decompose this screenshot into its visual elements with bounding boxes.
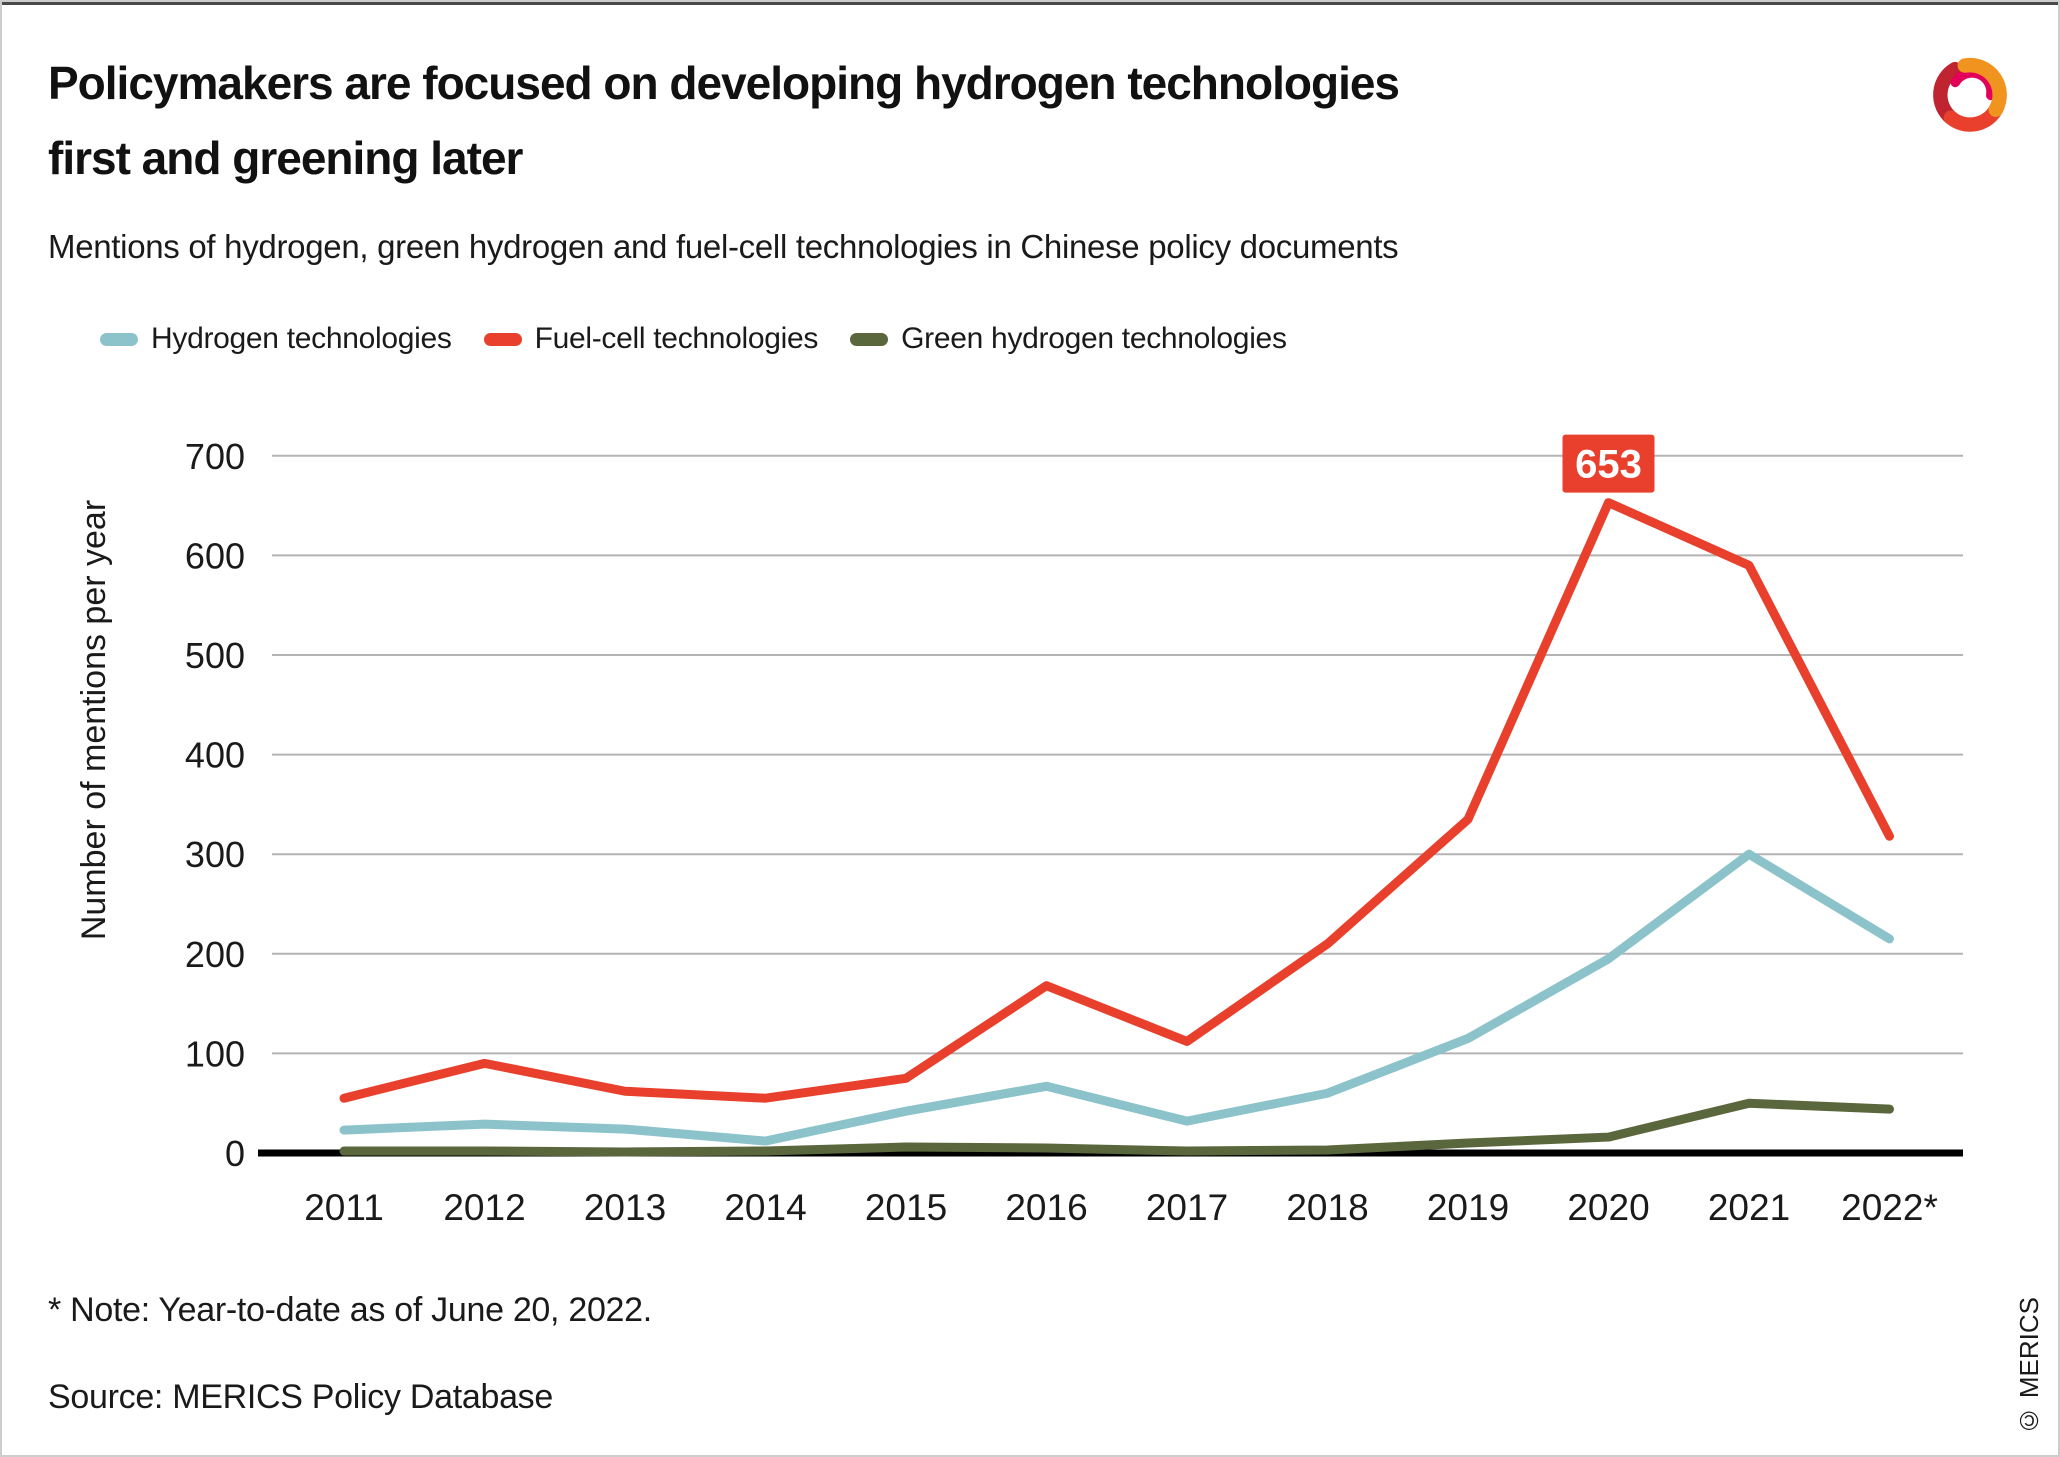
legend-swatch-green-hydrogen: [850, 332, 889, 346]
chart-legend: Hydrogen technologies Fuel-cell technolo…: [100, 322, 1287, 356]
logo-magenta-arc: [1950, 68, 1996, 101]
x-tick-label: 2017: [1146, 1187, 1228, 1228]
chart-subtitle: Mentions of hydrogen, green hydrogen and…: [48, 228, 1399, 265]
x-tick-label: 2021: [1708, 1187, 1790, 1228]
title-line-2: first and greening later: [48, 132, 523, 184]
x-tick-label: 2018: [1286, 1187, 1368, 1228]
legend-item-fuel-cell: Fuel-cell technologies: [483, 322, 819, 356]
y-tick-label: 100: [185, 1033, 245, 1074]
x-tick-label: 2019: [1427, 1187, 1509, 1228]
x-tick-label: 2013: [584, 1187, 666, 1228]
y-tick-label: 400: [185, 735, 245, 776]
y-axis-title: Number of mentions per year: [75, 500, 113, 940]
x-tick-label: 2014: [724, 1187, 806, 1228]
merics-logo: [1933, 57, 2007, 132]
legend-label-hydrogen: Hydrogen technologies: [151, 322, 452, 355]
logo-orange-arc: [1957, 57, 2007, 117]
legend-item-hydrogen: Hydrogen technologies: [100, 322, 452, 356]
top-strip: [0, 0, 2060, 5]
legend-swatch-fuel-cell: [483, 332, 522, 346]
page-title: Policymakers are focused on developing h…: [48, 46, 1608, 196]
legend-label-fuel-cell: Fuel-cell technologies: [534, 322, 819, 355]
series-line-1: [339, 498, 1894, 1103]
annotation-box: [1562, 434, 1655, 493]
series-line-2: [339, 1098, 1894, 1157]
title-line-1: Policymakers are focused on developing h…: [48, 57, 1400, 109]
legend-item-green-hydrogen: Green hydrogen technologies: [850, 322, 1287, 356]
y-tick-label: 600: [185, 535, 245, 576]
y-tick-label: 700: [185, 436, 245, 477]
x-tick-label: 2016: [1005, 1187, 1087, 1228]
x-tick-label: 2020: [1567, 1187, 1649, 1228]
legend-swatch-hydrogen: [100, 332, 138, 346]
legend-label-green-hydrogen: Green hydrogen technologies: [901, 322, 1287, 355]
x-tick-label: 2011: [304, 1187, 384, 1228]
source-line: Source: MERICS Policy Database: [48, 1378, 553, 1416]
y-tick-label: 200: [185, 934, 245, 975]
copyright-vertical: © MERICS: [2014, 1296, 2044, 1435]
x-tick-label: 2015: [865, 1187, 947, 1228]
x-tick-label: 2012: [443, 1187, 525, 1228]
y-tick-label: 0: [225, 1133, 245, 1174]
y-tick-label: 500: [185, 635, 245, 676]
footnote: * Note: Year-to-date as of June 20, 2022…: [48, 1291, 652, 1329]
x-tick-label: 2022*: [1841, 1187, 1938, 1228]
series-line-0: [339, 849, 1894, 1146]
y-tick-label: 300: [185, 834, 245, 875]
annotation-value: 653: [1575, 443, 1642, 487]
